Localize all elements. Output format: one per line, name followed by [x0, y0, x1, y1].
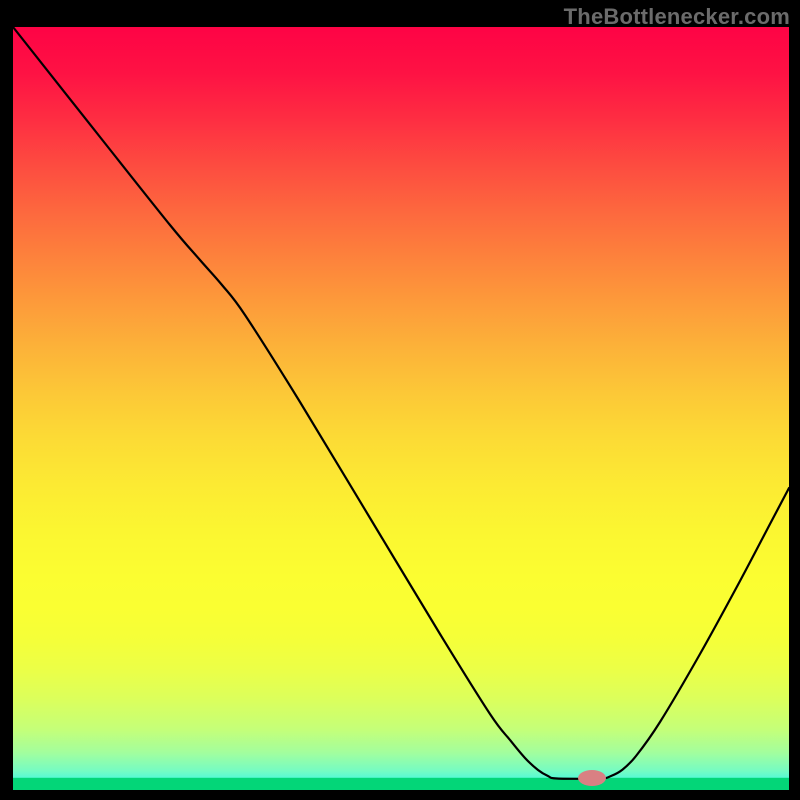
gradient-background [13, 27, 789, 790]
frame-edge [789, 0, 800, 800]
frame-edge [0, 790, 800, 800]
frame-edge [0, 0, 13, 800]
watermark-text: TheBottlenecker.com [564, 4, 790, 30]
optimal-band [13, 778, 789, 790]
chart-container: TheBottlenecker.com [0, 0, 800, 800]
optimal-marker [578, 770, 606, 786]
chart-svg [0, 0, 800, 800]
